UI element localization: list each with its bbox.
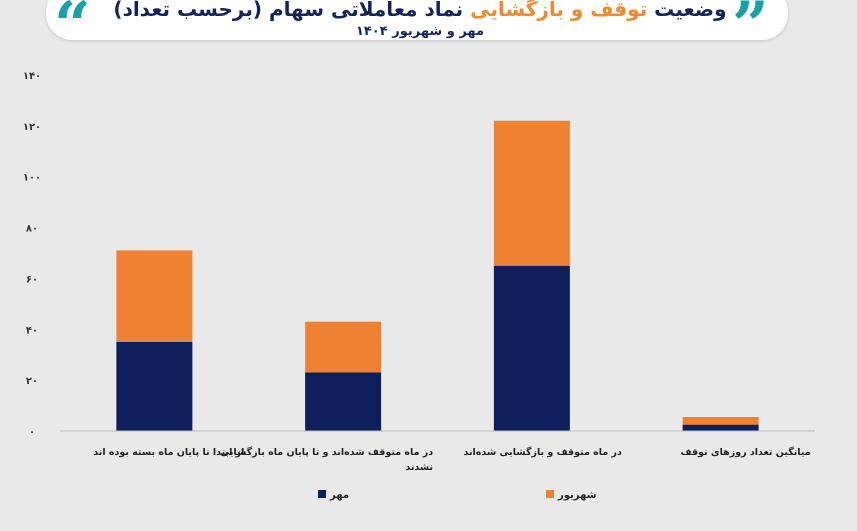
bar-segment-mehr	[682, 424, 759, 431]
y-tick-label: ۶۰	[26, 274, 38, 285]
bar-segment-shahrivar	[682, 417, 759, 425]
category-label: میانگین تعداد روزهای توقف	[681, 446, 811, 458]
title-highlight: توقف و بازگشایی	[470, 0, 648, 21]
quote-left-icon: “	[54, 0, 91, 63]
quote-right-icon: ”	[732, 0, 769, 63]
bar-segment-mehr	[493, 265, 570, 431]
bar-segment-mehr	[116, 342, 193, 431]
y-tick-label: ۲۰	[26, 376, 38, 387]
bar-segment-mehr	[305, 372, 382, 431]
header-banner	[46, 0, 788, 40]
chart-subtitle: مهر و شهریور ۱۴۰۴	[355, 24, 485, 39]
legend-swatch	[318, 490, 326, 498]
legend-label: شهریور	[557, 490, 597, 501]
category-label: در ماه متوقف شده‌اند و تا پایان ماه بازگ…	[220, 446, 433, 458]
y-tick-label: ۸۰	[26, 224, 38, 235]
category-label: در ماه متوقف و بازگشایی شده‌اند	[463, 446, 622, 458]
title-part2: نماد معاملاتی سهام (برحسب تعداد)	[113, 0, 464, 21]
category-label: نشدند	[405, 462, 433, 473]
y-axis: ۰ ۲۰ ۴۰ ۶۰ ۸۰ ۱۰۰ ۱۲۰ ۱۴۰	[23, 71, 41, 438]
chart-title: وضعیت توقف و بازگشایی نماد معاملاتی سهام…	[110, 0, 730, 21]
y-tick-label: ۴۰	[26, 325, 38, 336]
bar-segment-shahrivar	[116, 250, 193, 342]
bars	[116, 120, 759, 431]
category-label: از ابتدا تا پایان ماه بسته بوده اند	[93, 447, 244, 458]
legend-swatch	[546, 490, 554, 498]
title-part1: وضعیت	[654, 0, 727, 21]
legend-label: مهر	[329, 490, 349, 501]
y-tick-label: ۱۲۰	[23, 122, 41, 133]
bar-segment-shahrivar	[305, 321, 382, 373]
y-tick-label: ۱۰۰	[23, 173, 41, 184]
legend: مهر شهریور	[318, 490, 597, 501]
y-tick-label: ۱۴۰	[23, 71, 41, 82]
bar-segment-shahrivar	[493, 120, 570, 266]
y-tick-label: ۰	[29, 427, 35, 438]
